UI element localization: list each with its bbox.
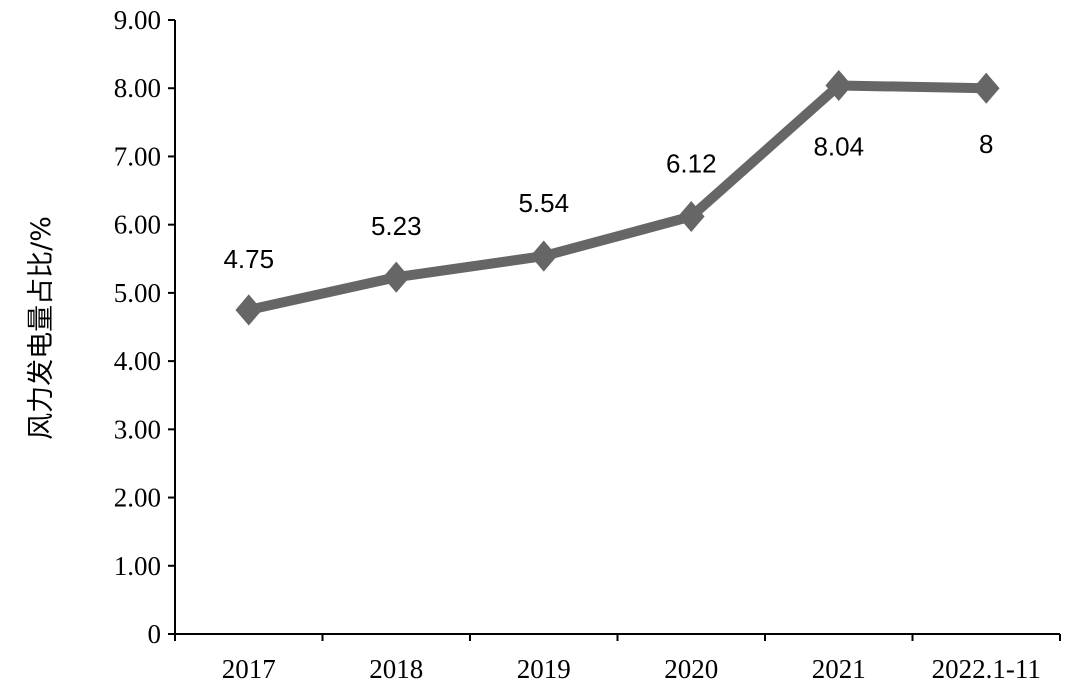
data-point-marker [972, 72, 1000, 104]
x-tick-label: 2018 [369, 654, 423, 684]
data-labels: 4.75 5.23 5.54 6.12 8.04 8 [223, 129, 993, 274]
x-tick-label: 2022.1-11 [932, 654, 1041, 684]
data-label: 4.75 [223, 244, 274, 274]
y-tick-label: 2.00 [114, 483, 161, 513]
data-point-marker [530, 240, 558, 272]
x-axis-ticks: 2017 2018 2019 2020 2021 2022.1-11 [174, 634, 1061, 684]
data-label: 8.04 [813, 131, 864, 161]
y-tick-label: 9.00 [114, 5, 161, 35]
y-tick-label: 0 [148, 619, 162, 649]
y-axis-ticks: 0 1.00 2.00 3.00 4.00 5.00 6.00 7.00 8.00 9.00 [114, 5, 175, 649]
data-point-marker [825, 69, 853, 102]
y-tick-label: 7.00 [114, 141, 161, 171]
y-tick-label: 6.00 [114, 210, 161, 240]
data-label: 5.23 [371, 211, 422, 241]
x-tick-label: 2021 [812, 654, 866, 684]
y-tick-label: 8.00 [114, 73, 161, 103]
x-tick-label: 2019 [517, 654, 571, 684]
y-tick-label: 1.00 [114, 551, 161, 581]
data-point-marker [677, 200, 705, 233]
series-layer [235, 69, 1000, 326]
x-tick-label: 2017 [222, 654, 276, 684]
y-tick-label: 4.00 [114, 346, 161, 376]
data-label: 5.54 [518, 188, 569, 218]
series-line [243, 80, 992, 315]
data-point-marker [382, 261, 410, 293]
y-tick-label: 5.00 [114, 278, 161, 308]
x-tick-label: 2020 [664, 654, 718, 684]
data-point-marker [235, 294, 263, 326]
y-tick-label: 3.00 [114, 414, 161, 444]
data-label: 6.12 [666, 148, 717, 178]
y-axis-label: 风力发电量占比/% [26, 216, 57, 440]
data-label: 8 [979, 129, 993, 159]
axes [174, 20, 1060, 635]
